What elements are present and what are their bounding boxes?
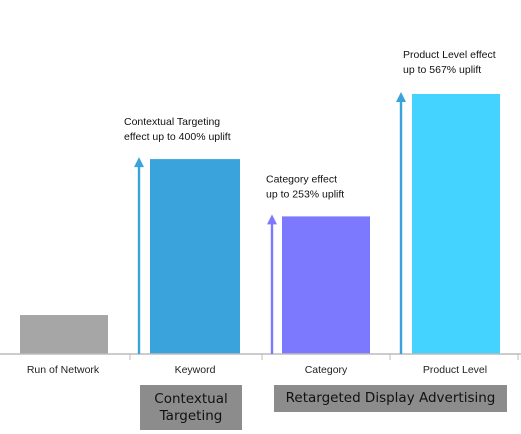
bar-keyword: [150, 159, 240, 354]
uplift-arrow-head: [396, 92, 406, 102]
uplift-arrow-head: [267, 214, 277, 225]
group-label-contextual-targeting: Contextual Targeting: [140, 385, 242, 430]
uplift-arrow-head: [134, 157, 144, 168]
annotation-text: effect up to 400% uplift: [124, 131, 231, 143]
group-label-retargeted-display: Retargeted Display Advertising: [274, 385, 507, 412]
annotation-text: up to 253% uplift: [266, 188, 344, 200]
bar-category: [282, 216, 370, 354]
x-tick-label: Category: [305, 364, 348, 376]
bar-run-of-network: [20, 315, 108, 354]
x-tick-label: Keyword: [175, 364, 216, 376]
group-label-line: Contextual: [154, 390, 228, 407]
bar-product-level: [412, 94, 500, 354]
group-label-line: Targeting: [159, 407, 223, 424]
x-tick-label: Product Level: [423, 364, 487, 376]
annotation-text: Product Level effect: [403, 49, 496, 61]
group-label-line: Retargeted Display Advertising: [285, 390, 496, 407]
annotation-text: up to 567% uplift: [403, 64, 481, 76]
x-tick-label: Run of Network: [27, 364, 100, 376]
annotation-text: Contextual Targeting: [124, 116, 220, 128]
annotation-text: Category effect: [266, 173, 337, 185]
